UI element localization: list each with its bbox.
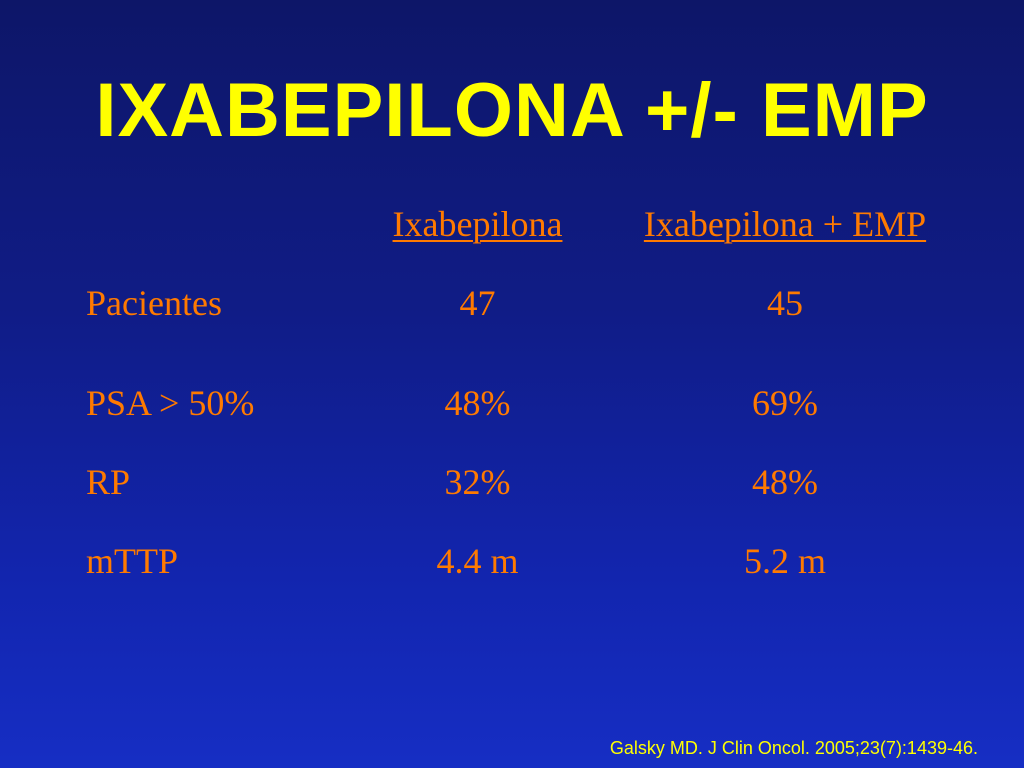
- column-header-ixabepilona-emp: Ixabepilona + EMP: [643, 204, 927, 244]
- cell-mttp-ixabepilona-emp: 5.2 m: [743, 541, 826, 581]
- row-label-mttp: mTTP: [86, 541, 179, 581]
- cell-rp-ixabepilona: 32%: [444, 462, 511, 502]
- cell-pacientes-ixabepilona: 47: [459, 283, 496, 323]
- citation: Galsky MD. J Clin Oncol. 2005;23(7):1439…: [609, 738, 978, 758]
- cell-psa-ixabepilona-emp: 69%: [752, 383, 818, 423]
- row-label-psa: PSA > 50%: [86, 383, 255, 423]
- cell-mttp-ixabepilona: 4.4 m: [436, 541, 519, 581]
- cell-rp-ixabepilona-emp: 48%: [752, 462, 818, 502]
- column-header-ixabepilona: Ixabepilona: [392, 204, 563, 244]
- row-label-pacientes: Pacientes: [86, 283, 222, 323]
- slide-title: IXABEPILONA +/- EMP: [95, 68, 929, 153]
- cell-psa-ixabepilona: 48%: [444, 383, 511, 423]
- cell-pacientes-ixabepilona-emp: 45: [767, 283, 803, 323]
- row-label-rp: RP: [86, 462, 131, 502]
